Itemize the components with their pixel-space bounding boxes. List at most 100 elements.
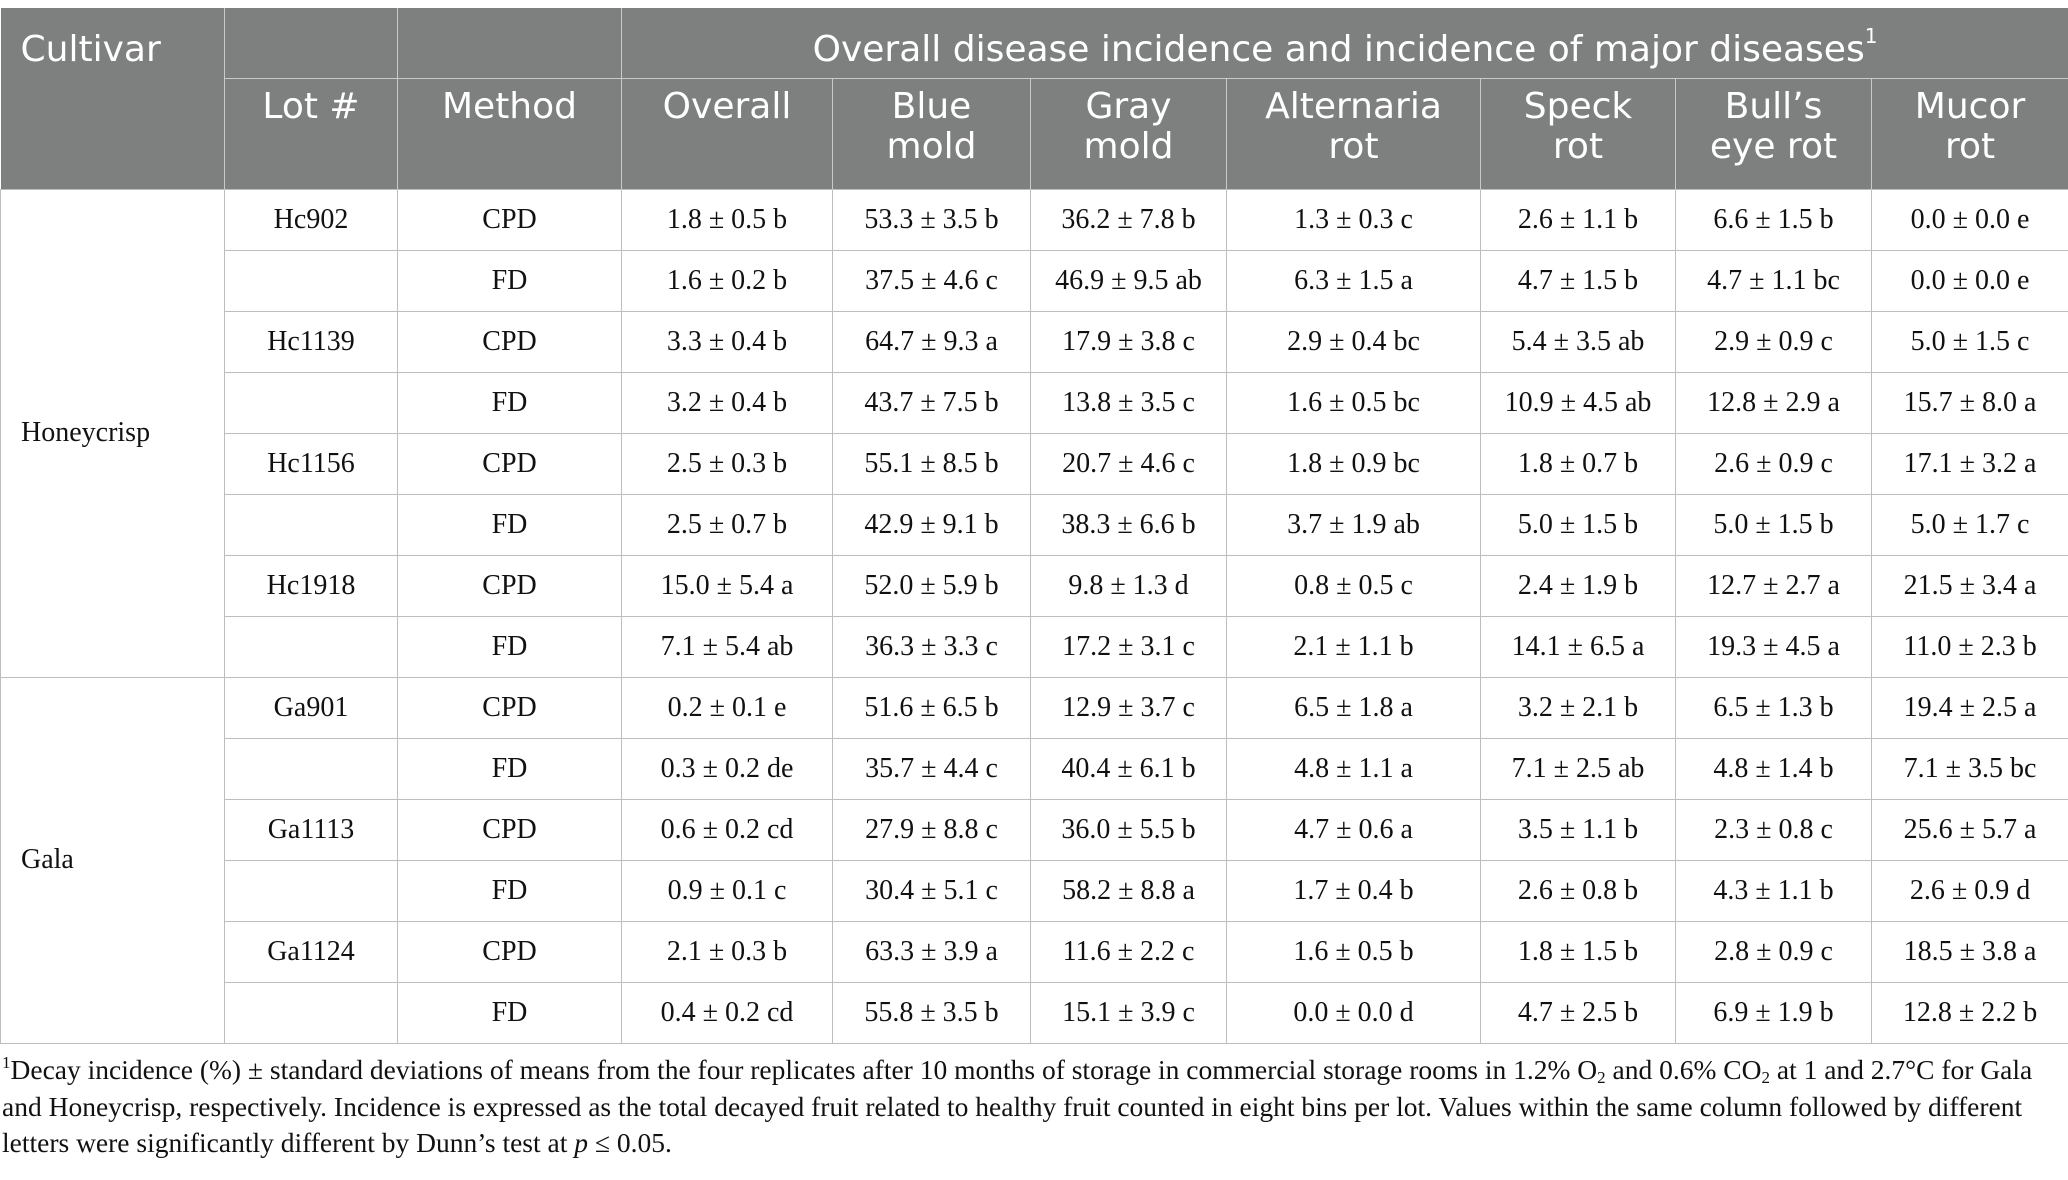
value-cell: 2.6 ± 0.9 c: [1675, 432, 1872, 495]
header-col-line2: mold: [1083, 125, 1174, 167]
value-cell: 3.3 ± 0.4 b: [621, 310, 833, 373]
footnote-text-2: and 0.6% CO: [1605, 1054, 1762, 1085]
method-cell: FD: [397, 249, 622, 312]
footnote-p-symbol: p: [574, 1127, 588, 1158]
value-cell: 20.7 ± 4.6 c: [1030, 432, 1227, 495]
table-row: Hc1918 CPD 15.0 ± 5.4 a 52.0 ± 5.9 b 9.8 ± 1…: [1, 554, 2068, 617]
header-col-line1: Blue: [891, 85, 972, 127]
value-cell: 64.7 ± 9.3 a: [832, 310, 1031, 373]
value-cell: 15.0 ± 5.4 a: [621, 554, 833, 617]
value-cell: 53.3 ± 3.5 b: [832, 188, 1031, 251]
value-cell: 5.4 ± 3.5 ab: [1480, 310, 1676, 373]
value-cell: 1.8 ± 0.5 b: [621, 188, 833, 251]
header-col-line1: Alternaria: [1265, 85, 1442, 127]
value-cell: 0.9 ± 0.1 c: [621, 859, 833, 922]
value-cell: 12.8 ± 2.2 b: [1870, 981, 2068, 1044]
header-method: Method: [397, 78, 622, 189]
method-cell: CPD: [397, 188, 622, 251]
value-cell: 1.6 ± 0.5 bc: [1226, 371, 1481, 434]
value-cell: 6.6 ± 1.5 b: [1675, 188, 1872, 251]
header-cultivar-continued: [0, 78, 225, 189]
footnote-sub-o2: 2: [1597, 1068, 1606, 1087]
header-empty-method: [397, 8, 622, 79]
value-cell: 12.7 ± 2.7 a: [1675, 554, 1872, 617]
method-cell: CPD: [397, 310, 622, 373]
header-group-title: Overall disease incidence and incidence …: [620, 8, 2068, 79]
header-cultivar: Cultivar: [0, 8, 225, 78]
value-cell: 4.7 ± 0.6 a: [1226, 798, 1481, 861]
value-cell: 19.4 ± 2.5 a: [1870, 676, 2068, 739]
method-cell: FD: [397, 859, 622, 922]
table-body: Honeycrisp Hc902 CPD 1.8 ± 0.5 b 53.3 ± 3.5 …: [0, 188, 2068, 1044]
table-row: FD 0.4 ± 0.2 cd 55.8 ± 3.5 b 15.1 ± 3.9 c 0.…: [1, 981, 2068, 1044]
value-cell: 5.0 ± 1.5 b: [1480, 493, 1676, 556]
header-col-line1: Overall: [662, 85, 792, 127]
value-cell: 5.0 ± 1.5 b: [1675, 493, 1872, 556]
value-cell: 2.6 ± 0.8 b: [1480, 859, 1676, 922]
value-cell: 0.6 ± 0.2 cd: [621, 798, 833, 861]
table-row: FD 7.1 ± 5.4 ab 36.3 ± 3.3 c 17.2 ± 3.1 c 2.…: [1, 615, 2068, 678]
method-cell: FD: [397, 981, 622, 1044]
value-cell: 6.5 ± 1.8 a: [1226, 676, 1481, 739]
header-col-blue-mold: Blue mold: [832, 78, 1031, 189]
header-col-overall: Overall: [621, 78, 833, 189]
table-row: FD 1.6 ± 0.2 b 37.5 ± 4.6 c 46.9 ± 9.5 ab 6.…: [1, 249, 2068, 312]
table-row: FD 0.9 ± 0.1 c 30.4 ± 5.1 c 58.2 ± 8.8 a 1.7…: [1, 859, 2068, 922]
value-cell: 0.3 ± 0.2 de: [621, 737, 833, 800]
header-col-line1: Bull’s: [1724, 85, 1823, 127]
value-cell: 6.3 ± 1.5 a: [1226, 249, 1481, 312]
table-row: Hc1139 CPD 3.3 ± 0.4 b 64.7 ± 9.3 a 17.9 ± 3…: [1, 310, 2068, 373]
footnote-sub-co2: 2: [1761, 1068, 1770, 1087]
disease-incidence-table: Cultivar Overall disease incidence and i…: [0, 8, 2068, 1044]
value-cell: 21.5 ± 3.4 a: [1870, 554, 2068, 617]
value-cell: 6.9 ± 1.9 b: [1675, 981, 1872, 1044]
lot-cell: [224, 615, 398, 678]
value-cell: 5.0 ± 1.5 c: [1870, 310, 2068, 373]
value-cell: 58.2 ± 8.8 a: [1030, 859, 1227, 922]
value-cell: 15.1 ± 3.9 c: [1030, 981, 1227, 1044]
lot-cell: [224, 737, 398, 800]
value-cell: 63.3 ± 3.9 a: [832, 920, 1031, 983]
value-cell: 7.1 ± 2.5 ab: [1480, 737, 1676, 800]
table-row: Ga1124 CPD 2.1 ± 0.3 b 63.3 ± 3.9 a 11.6 ± 2…: [1, 920, 2068, 983]
value-cell: 2.1 ± 0.3 b: [621, 920, 833, 983]
value-cell: 14.1 ± 6.5 a: [1480, 615, 1676, 678]
table-row: Hc1156 CPD 2.5 ± 0.3 b 55.1 ± 8.5 b 20.7 ± 4…: [1, 432, 2068, 495]
header-col-gray-mold: Gray mold: [1030, 78, 1227, 189]
value-cell: 1.6 ± 0.5 b: [1226, 920, 1481, 983]
header-col-line1: Mucor: [1914, 85, 2026, 127]
value-cell: 1.8 ± 0.9 bc: [1226, 432, 1481, 495]
value-cell: 7.1 ± 5.4 ab: [621, 615, 833, 678]
value-cell: 4.8 ± 1.1 a: [1226, 737, 1481, 800]
cultivar-cell: Gala: [0, 676, 225, 1044]
header-col-line2: rot: [1552, 125, 1604, 167]
header-col-alternaria-rot: Alternaria rot: [1226, 78, 1481, 189]
table-row: FD 0.3 ± 0.2 de 35.7 ± 4.4 c 40.4 ± 6.1 b 4.…: [1, 737, 2068, 800]
value-cell: 35.7 ± 4.4 c: [832, 737, 1031, 800]
value-cell: 2.3 ± 0.8 c: [1675, 798, 1872, 861]
method-cell: FD: [397, 737, 622, 800]
value-cell: 42.9 ± 9.1 b: [832, 493, 1031, 556]
value-cell: 17.2 ± 3.1 c: [1030, 615, 1227, 678]
header-col-line2: rot: [1944, 125, 1996, 167]
lot-cell: [224, 981, 398, 1044]
group-title-text: Overall disease incidence and incidence …: [812, 29, 1865, 70]
method-cell: CPD: [397, 432, 622, 495]
value-cell: 36.3 ± 3.3 c: [832, 615, 1031, 678]
header-col-bulls-eye-rot: Bull’s eye rot: [1675, 78, 1872, 189]
value-cell: 18.5 ± 3.8 a: [1870, 920, 2068, 983]
value-cell: 3.7 ± 1.9 ab: [1226, 493, 1481, 556]
value-cell: 2.1 ± 1.1 b: [1226, 615, 1481, 678]
value-cell: 2.6 ± 1.1 b: [1480, 188, 1676, 251]
value-cell: 17.9 ± 3.8 c: [1030, 310, 1227, 373]
method-cell: CPD: [397, 920, 622, 983]
value-cell: 3.2 ± 2.1 b: [1480, 676, 1676, 739]
value-cell: 2.9 ± 0.4 bc: [1226, 310, 1481, 373]
value-cell: 4.7 ± 2.5 b: [1480, 981, 1676, 1044]
footnote-text-4: ≤ 0.05.: [588, 1127, 672, 1158]
value-cell: 19.3 ± 4.5 a: [1675, 615, 1872, 678]
value-cell: 0.0 ± 0.0 d: [1226, 981, 1481, 1044]
value-cell: 13.8 ± 3.5 c: [1030, 371, 1227, 434]
table-row: Honeycrisp Hc902 CPD 1.8 ± 0.5 b 53.3 ± 3.5 …: [0, 188, 2068, 678]
value-cell: 1.8 ± 1.5 b: [1480, 920, 1676, 983]
